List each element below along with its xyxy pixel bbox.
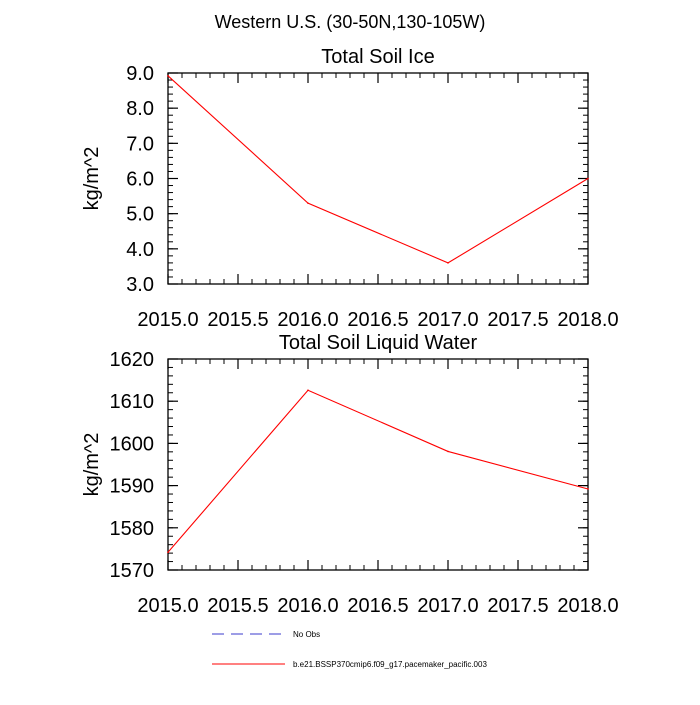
x-tick-label: 2017.5	[487, 309, 548, 331]
y-tick-label: 6.0	[126, 169, 154, 191]
figure-title: Western U.S. (30-50N,130-105W)	[215, 12, 486, 32]
series-line	[167, 75, 589, 264]
data-point	[167, 75, 169, 77]
y-tick-label: 4.0	[126, 239, 154, 261]
y-tick-label: 1600	[110, 433, 155, 455]
legend-entry: No Obs	[212, 630, 320, 639]
y-tick-label: 1580	[110, 518, 155, 540]
x-tick-label: 2018.0	[557, 595, 618, 617]
y-tick-label: 1570	[110, 560, 155, 582]
data-point	[587, 488, 589, 490]
y-tick-label: 9.0	[126, 63, 154, 85]
plot-frame	[167, 358, 589, 571]
chart-panels: Total Soil Ice kg/m^2 2015.0 2015.5 2016.0 20…	[81, 46, 619, 617]
x-tick-label: 2015.0	[137, 595, 198, 617]
y-tick-label: 1590	[110, 476, 155, 498]
x-tick-label: 2015.0	[137, 309, 198, 331]
x-tick-label: 2018.0	[557, 309, 618, 331]
y-tick-label: 5.0	[126, 204, 154, 226]
data-point	[447, 262, 449, 264]
x-tick-label: 2016.0	[277, 595, 338, 617]
data-point	[307, 389, 309, 392]
x-tick-label: 2016.5	[347, 309, 408, 331]
chart-title: Total Soil Ice	[321, 46, 434, 68]
data-point	[587, 177, 589, 180]
data-point	[307, 202, 309, 204]
x-tick-label: 2016.0	[277, 309, 338, 331]
data-point	[447, 450, 449, 453]
legend-label: No Obs	[293, 630, 320, 639]
series-line	[167, 389, 589, 553]
y-axis-label: kg/m^2	[81, 433, 103, 497]
chart-title: Total Soil Liquid Water	[279, 332, 478, 354]
legend-entry: b.e21.BSSP370cmip6.f09_g17.pacemaker_pac…	[212, 660, 487, 669]
x-tick-label: 2017.0	[417, 595, 478, 617]
y-tick-label: 1610	[110, 391, 155, 413]
legend-label: b.e21.BSSP370cmip6.f09_g17.pacemaker_pac…	[293, 660, 487, 669]
x-tick-label: 2015.5	[207, 309, 268, 331]
data-point	[167, 551, 169, 554]
y-tick-label: 8.0	[126, 98, 154, 120]
y-axis-label: kg/m^2	[81, 147, 103, 211]
x-tick-label: 2015.5	[207, 595, 268, 617]
y-tick-label: 7.0	[126, 133, 154, 155]
x-tick-label: 2017.0	[417, 309, 478, 331]
y-tick-label: 1620	[110, 349, 155, 371]
chart-panel-1: Total Soil Ice kg/m^2 2015.0 2015.5 2016.0 20…	[81, 46, 619, 331]
x-tick-label: 2016.5	[347, 595, 408, 617]
legend: No Obs b.e21.BSSP370cmip6.f09_g17.pacemak…	[212, 630, 487, 669]
x-tick-label: 2017.5	[487, 595, 548, 617]
chart-panel-2: Total Soil Liquid Water kg/m^2 2015.0 2015.…	[81, 332, 619, 617]
y-tick-label: 3.0	[126, 274, 154, 296]
